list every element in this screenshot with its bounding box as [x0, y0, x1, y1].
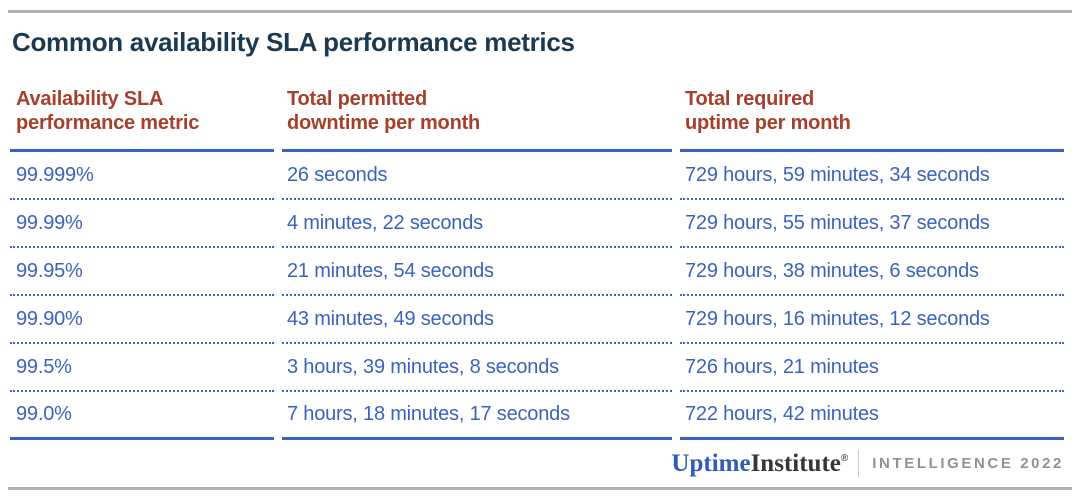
sla-metrics-table: Availability SLA performance metric Tota…: [10, 83, 1064, 440]
cell-uptime: 729 hours, 59 minutes, 34 seconds: [680, 152, 1064, 200]
table-row: 99.0% 7 hours, 18 minutes, 17 seconds 72…: [10, 392, 1064, 440]
cell-metric: 99.90%: [10, 296, 274, 344]
header-cell-metric: Availability SLA performance metric: [10, 83, 274, 152]
logo-institute-text: Institute: [750, 449, 841, 477]
footer-divider: [858, 450, 860, 477]
uptime-institute-logo: UptimeInstitute®: [671, 450, 848, 478]
header-cell-uptime: Total required uptime per month: [680, 83, 1064, 152]
cell-metric: 99.999%: [10, 152, 274, 200]
cell-downtime: 21 minutes, 54 seconds: [282, 248, 672, 296]
cell-uptime: 726 hours, 21 minutes: [680, 344, 1064, 392]
header-uptime-line1: Total required: [685, 88, 815, 110]
table-row: 99.5% 3 hours, 39 minutes, 8 seconds 726…: [10, 344, 1064, 392]
cell-uptime: 729 hours, 16 minutes, 12 seconds: [680, 296, 1064, 344]
header-cell-downtime: Total permitted downtime per month: [282, 83, 672, 152]
registered-trademark-mark: ®: [840, 452, 849, 464]
logo-uptime-text: Uptime: [671, 449, 751, 477]
table-row: 99.90% 43 minutes, 49 seconds 729 hours,…: [10, 296, 1064, 344]
cell-downtime: 43 minutes, 49 seconds: [282, 296, 672, 344]
cell-downtime: 3 hours, 39 minutes, 8 seconds: [282, 344, 672, 392]
header-metric-line1: Availability SLA: [16, 88, 164, 110]
cell-metric: 99.95%: [10, 248, 274, 296]
header-downtime-line2: downtime per month: [287, 112, 481, 134]
cell-downtime: 7 hours, 18 minutes, 17 seconds: [282, 392, 672, 440]
intelligence-imprint: INTELLIGENCE 2022: [872, 455, 1064, 472]
table-header-row: Availability SLA performance metric Tota…: [10, 83, 1064, 152]
header-uptime-line2: uptime per month: [685, 112, 851, 134]
footer: UptimeInstitute® INTELLIGENCE 2022: [10, 440, 1064, 487]
cell-metric: 99.0%: [10, 392, 274, 440]
top-rule: [8, 10, 1072, 13]
cell-metric: 99.5%: [10, 344, 274, 392]
cell-uptime: 722 hours, 42 minutes: [680, 392, 1064, 440]
header-metric-line2: performance metric: [16, 112, 200, 134]
cell-uptime: 729 hours, 55 minutes, 37 seconds: [680, 200, 1064, 248]
bottom-rule: [8, 487, 1072, 490]
header-downtime-line1: Total permitted: [287, 88, 427, 110]
table-row: 99.999% 26 seconds 729 hours, 59 minutes…: [10, 152, 1064, 200]
table-row: 99.99% 4 minutes, 22 seconds 729 hours, …: [10, 200, 1064, 248]
table-row: 99.95% 21 minutes, 54 seconds 729 hours,…: [10, 248, 1064, 296]
cell-downtime: 26 seconds: [282, 152, 672, 200]
cell-downtime: 4 minutes, 22 seconds: [282, 200, 672, 248]
page-title: Common availability SLA performance metr…: [12, 27, 575, 57]
cell-uptime: 729 hours, 38 minutes, 6 seconds: [680, 248, 1064, 296]
cell-metric: 99.99%: [10, 200, 274, 248]
